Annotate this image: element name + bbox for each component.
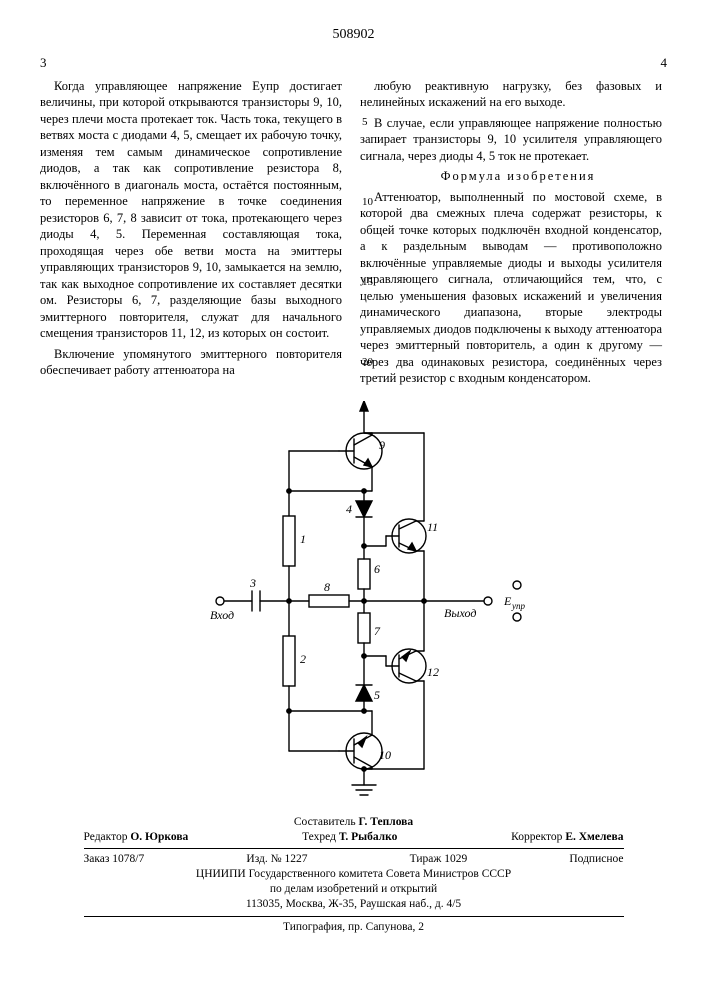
corrector-name: Е. Хмелева: [565, 831, 623, 843]
line-number: 20: [362, 357, 373, 368]
label-8: 8: [324, 580, 330, 594]
typography: Типография, пр. Сапунова, 2: [84, 920, 624, 935]
label-10: 10: [379, 748, 391, 762]
subscription: Подписное: [569, 852, 623, 867]
label-12: 12: [427, 665, 439, 679]
print-run: Тираж 1029: [410, 852, 468, 867]
publisher-org-2: по делам изобретений и открытий: [84, 882, 624, 897]
left-col-p1: Когда управляющее напряжение Eупр достиг…: [40, 78, 342, 342]
label-2: 2: [300, 652, 306, 666]
label-3: 3: [249, 576, 256, 590]
composer-label: Составитель: [294, 816, 356, 828]
label-vhod: Вход: [210, 608, 234, 622]
editor-name: О. Юркова: [130, 831, 188, 843]
label-7: 7: [374, 624, 381, 638]
label-1: 1: [300, 532, 306, 546]
techred-name: Т. Рыбалко: [339, 831, 398, 843]
editor-label: Редактор: [84, 831, 128, 843]
label-9: 9: [379, 438, 385, 452]
page-number-right: 4: [661, 54, 668, 71]
text-columns: Когда управляющее напряжение Eупр достиг…: [40, 78, 667, 391]
techred-label: Техред: [302, 831, 336, 843]
corrector-label: Корректор: [511, 831, 562, 843]
publisher-org-1: ЦНИИПИ Государственного комитета Совета …: [84, 867, 624, 882]
svg-text:E: E: [503, 594, 512, 608]
svg-text:упр: упр: [511, 601, 525, 611]
label-vyhod: Выход: [444, 606, 476, 620]
right-col-p3: Аттенюатор, выполненный по мостовой схем…: [360, 189, 662, 387]
publisher-address: 113035, Москва, Ж-35, Раушская наб., д. …: [84, 897, 624, 912]
line-number: 15: [362, 277, 373, 288]
composer-name: Г. Теплова: [359, 816, 414, 828]
imprint-block: Составитель Г. Теплова Редактор О. Юрков…: [84, 815, 624, 935]
label-11: 11: [427, 520, 438, 534]
line-number: 5: [362, 117, 368, 128]
circuit-schematic: 9 4 11: [174, 401, 534, 801]
page-number-left: 3: [40, 54, 47, 71]
label-6: 6: [374, 562, 380, 576]
label-4: 4: [346, 502, 352, 516]
edition-number: Изд. № 1227: [246, 852, 307, 867]
left-column: Когда управляющее напряжение Eупр достиг…: [40, 78, 342, 391]
left-col-p2: Включение упомянутого эмиттерного повтор…: [40, 346, 342, 379]
formula-heading: Формула изобретения: [360, 168, 662, 185]
right-column: любую реактивную нагрузку, без фазовых и…: [360, 78, 662, 391]
document-number: 508902: [40, 26, 667, 44]
order-number: Заказ 1078/7: [84, 852, 145, 867]
line-number: 10: [362, 197, 373, 208]
label-5: 5: [374, 688, 380, 702]
right-col-p2: В случае, если управляющее напряжение по…: [360, 115, 662, 165]
right-col-p1: любую реактивную нагрузку, без фазовых и…: [360, 78, 662, 111]
